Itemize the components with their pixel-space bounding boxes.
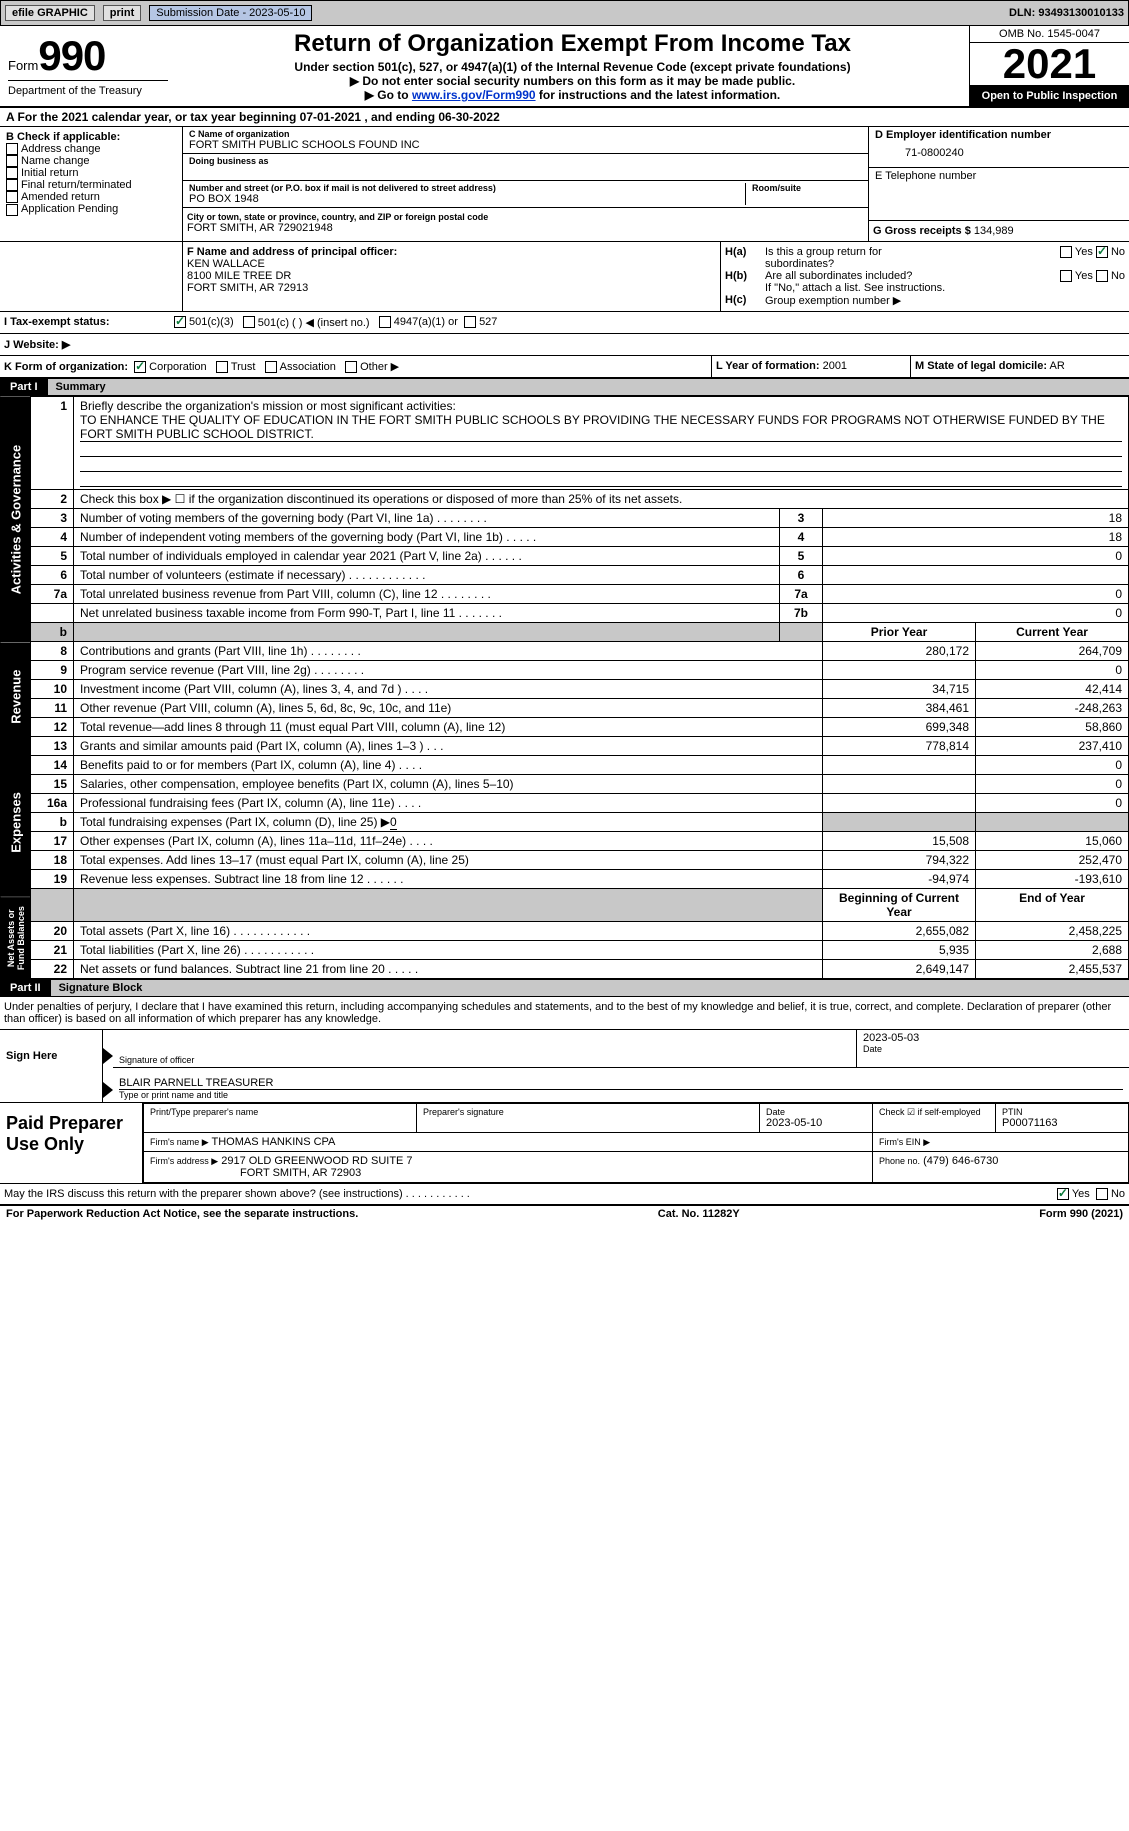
box-d-e-g: D Employer identification number 71-0800…	[868, 127, 1129, 241]
submission-date-pill: Submission Date - 2023-05-10	[149, 5, 312, 21]
sign-here-label: Sign Here	[0, 1030, 102, 1102]
form-note-2: ▶ Go to www.irs.gov/Form990 for instruct…	[180, 88, 965, 102]
form-number: Form990	[8, 32, 168, 80]
sign-here-block: Sign Here Signature of officer 2023-05-0…	[0, 1030, 1129, 1103]
efile-button[interactable]: efile GRAPHIC	[5, 5, 95, 21]
dln-label: DLN: 93493130010133	[1009, 7, 1124, 19]
part-2-header: Part II Signature Block	[0, 979, 1129, 997]
box-j-website: J Website: ▶	[0, 334, 1129, 356]
vtab-expenses: Expenses	[0, 749, 31, 897]
box-b: B Check if applicable: Address change Na…	[0, 127, 183, 241]
summary-table: 1 Briefly describe the organization's mi…	[30, 396, 1129, 979]
tax-year: 2021	[969, 43, 1129, 86]
form-subtitle: Under section 501(c), 527, or 4947(a)(1)…	[180, 60, 965, 74]
box-k-l-m: K Form of organization: Corporation Trus…	[0, 356, 1129, 378]
paid-preparer-label: Paid Preparer Use Only	[0, 1103, 142, 1183]
form-title: Return of Organization Exempt From Incom…	[180, 30, 965, 58]
org-address: PO BOX 1948	[189, 193, 745, 205]
ein: 71-0800240	[875, 141, 1123, 165]
preparer-phone: (479) 646-6730	[923, 1155, 998, 1167]
vtab-revenue: Revenue	[0, 643, 31, 750]
open-to-public: Open to Public Inspection	[969, 86, 1129, 106]
part-1-header: Part I Summary	[0, 378, 1129, 396]
officer-group-block: F Name and address of principal officer:…	[0, 242, 1129, 312]
vtab-activities: Activities & Governance	[0, 396, 31, 642]
box-c: C Name of organization FORT SMITH PUBLIC…	[183, 127, 868, 241]
instructions-link[interactable]: www.irs.gov/Form990	[412, 88, 536, 102]
officer-name-title: BLAIR PARNELL TREASURER	[119, 1077, 1123, 1090]
vtab-netassets: Net Assets or Fund Balances	[0, 897, 31, 979]
org-name: FORT SMITH PUBLIC SCHOOLS FOUND INC	[189, 139, 862, 151]
summary-section: Activities & Governance Revenue Expenses…	[0, 396, 1129, 979]
line-a-period: A For the 2021 calendar year, or tax yea…	[0, 108, 1129, 127]
form-header: Form990 Department of the Treasury Inter…	[0, 26, 1129, 108]
mission-text: TO ENHANCE THE QUALITY OF EDUCATION IN T…	[80, 413, 1122, 442]
print-button[interactable]: print	[103, 5, 141, 21]
department-label: Department of the Treasury Internal Reve…	[8, 80, 168, 97]
entity-block: B Check if applicable: Address change Na…	[0, 127, 1129, 242]
paid-preparer-block: Paid Preparer Use Only Print/Type prepar…	[0, 1103, 1129, 1184]
gross-receipts: 134,989	[974, 225, 1014, 237]
officer-name: KEN WALLACE	[187, 258, 716, 270]
firm-name: THOMAS HANKINS CPA	[212, 1136, 336, 1148]
org-city: FORT SMITH, AR 729021948	[187, 222, 864, 234]
box-i: I Tax-exempt status: 501(c)(3) 501(c) ( …	[0, 312, 1129, 334]
page-footer: For Paperwork Reduction Act Notice, see …	[0, 1205, 1129, 1222]
toolbar: efile GRAPHIC print Submission Date - 20…	[0, 0, 1129, 26]
discuss-row: May the IRS discuss this return with the…	[0, 1184, 1129, 1205]
penalty-text: Under penalties of perjury, I declare th…	[0, 997, 1129, 1030]
form-note-1: ▶ Do not enter social security numbers o…	[180, 74, 965, 88]
